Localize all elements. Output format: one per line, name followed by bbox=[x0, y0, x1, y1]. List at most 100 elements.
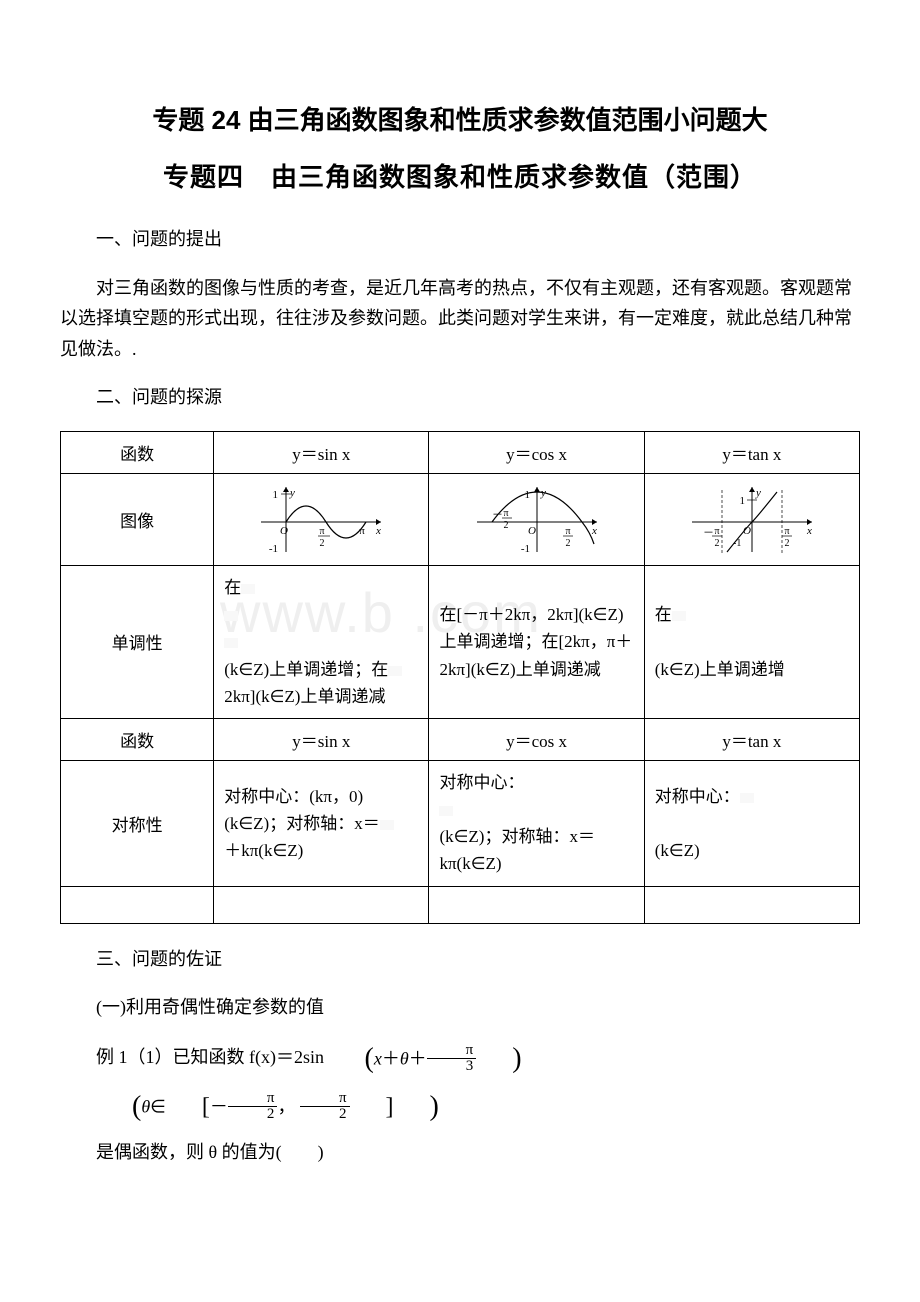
svg-text:-1: -1 bbox=[520, 543, 529, 555]
cell: y＝cos x bbox=[429, 718, 644, 760]
placeholder-icon bbox=[439, 806, 453, 816]
frac-pi-3: π3 bbox=[427, 1043, 477, 1074]
cell: 在[－π＋2kπ，2kπ](k∈Z)上单调递增；在[2kπ，π＋2kπ](k∈Z… bbox=[429, 565, 644, 718]
properties-table: 函数 y＝sin x y＝cos x y＝tan x 图像 1 bbox=[60, 431, 860, 924]
paren-open: ( bbox=[329, 1045, 374, 1073]
neg: － bbox=[210, 1097, 228, 1117]
svg-text:O: O bbox=[280, 525, 288, 537]
svg-text:2: 2 bbox=[565, 538, 570, 549]
cell: y＝tan x bbox=[644, 431, 859, 473]
cos-graph-cell: 1 -1 O y x － π 2 π 2 bbox=[429, 473, 644, 565]
text: ＋kπ(k∈Z) bbox=[224, 841, 303, 860]
main-title: 专题 24 由三角函数图象和性质求参数值范围小问题大 bbox=[60, 100, 860, 137]
placeholder-icon bbox=[224, 638, 238, 648]
table-row bbox=[61, 886, 860, 923]
placeholder-icon bbox=[388, 666, 402, 676]
cell: y＝cos x bbox=[429, 431, 644, 473]
cell: 对称中心：(kπ，0)(k∈Z)；对称轴：x＝ ＋kπ(k∈Z) bbox=[214, 760, 429, 886]
formula-x: x＋θ＋ bbox=[374, 1049, 427, 1069]
svg-text:y: y bbox=[755, 487, 761, 499]
comma: ， bbox=[277, 1097, 295, 1117]
svg-text:－: － bbox=[492, 509, 503, 521]
text: 对称中心： bbox=[655, 787, 740, 806]
placeholder-icon bbox=[380, 820, 394, 830]
text: 对称中心：(kπ，0)(k∈Z)；对称轴：x＝ bbox=[224, 787, 380, 833]
svg-text:2: 2 bbox=[784, 538, 789, 549]
theta: θ bbox=[141, 1097, 150, 1117]
svg-text:π: π bbox=[565, 526, 570, 537]
svg-text:1: 1 bbox=[524, 489, 530, 501]
placeholder-icon bbox=[224, 611, 238, 621]
section-1-heading: 一、问题的提出 bbox=[60, 224, 860, 255]
svg-text:x: x bbox=[591, 525, 597, 537]
text: 2kπ](k∈Z)上单调递减 bbox=[224, 687, 385, 706]
example-1-line1: 例 1（1）已知函数 f(x)＝2sin (x＋θ＋π3) bbox=[60, 1041, 860, 1075]
svg-text:1: 1 bbox=[739, 495, 745, 507]
bracket-close: ] bbox=[350, 1095, 394, 1119]
svg-text:2: 2 bbox=[503, 520, 508, 531]
svg-text:π: π bbox=[320, 526, 325, 537]
svg-text:π: π bbox=[360, 525, 366, 537]
cell-empty bbox=[429, 886, 644, 923]
text: (k∈Z) bbox=[655, 841, 700, 860]
frac-pi-2a: π2 bbox=[228, 1091, 278, 1122]
text: (k∈Z)上单调递增；在 bbox=[224, 660, 388, 679]
cell: y＝tan x bbox=[644, 718, 859, 760]
theta-range: (θ∈[－π2， π2]) bbox=[60, 1089, 860, 1123]
svg-text:O: O bbox=[528, 525, 536, 537]
example-1-line2: 是偶函数，则 θ 的值为( ) bbox=[60, 1137, 860, 1168]
svg-text:π: π bbox=[714, 526, 719, 537]
cell: y＝sin x bbox=[214, 718, 429, 760]
svg-text:-1: -1 bbox=[269, 543, 278, 555]
placeholder-icon bbox=[241, 584, 255, 594]
section-1-body: 对三角函数的图像与性质的考查，是近几年高考的热点，不仅有主观题，还有客观题。客观… bbox=[60, 273, 860, 365]
table-row: 单调性 在 (k∈Z)上单调递增；在 2kπ](k∈Z)上单调递减 在[－π＋2… bbox=[61, 565, 860, 718]
svg-text:1: 1 bbox=[273, 489, 279, 501]
cell: 对称中心： (k∈Z)；对称轴：x＝kπ(k∈Z) bbox=[429, 760, 644, 886]
cell: 在 (k∈Z)上单调递增；在 2kπ](k∈Z)上单调递减 bbox=[214, 565, 429, 718]
cell-label: 单调性 bbox=[61, 565, 214, 718]
text: 在 bbox=[655, 605, 672, 624]
cell-label: 图像 bbox=[61, 473, 214, 565]
text: 例 1（1）已知函数 f(x)＝2sin bbox=[96, 1047, 324, 1067]
sin-graph-cell: 1 -1 O y x π 2 π bbox=[214, 473, 429, 565]
cell-empty bbox=[644, 886, 859, 923]
cell: y＝sin x bbox=[214, 431, 429, 473]
svg-text:2: 2 bbox=[714, 538, 719, 549]
svg-text:－: － bbox=[703, 527, 714, 539]
frac-pi-2b: π2 bbox=[300, 1091, 350, 1122]
section-3a-heading: (一)利用奇偶性确定参数的值 bbox=[60, 992, 860, 1023]
text: (k∈Z)；对称轴：x＝kπ(k∈Z) bbox=[439, 827, 595, 873]
svg-text:2: 2 bbox=[320, 538, 325, 549]
svg-text:x: x bbox=[375, 525, 381, 537]
in-sym: ∈ bbox=[150, 1097, 166, 1117]
svg-text:O: O bbox=[743, 525, 751, 537]
cell: 对称中心： (k∈Z) bbox=[644, 760, 859, 886]
cell-empty bbox=[214, 886, 429, 923]
svg-text:π: π bbox=[784, 526, 789, 537]
tan-graph-cell: 1 O -1 y x － π 2 π 2 bbox=[644, 473, 859, 565]
paren-open: ( bbox=[96, 1093, 141, 1121]
cell-label: 函数 bbox=[61, 431, 214, 473]
cell-label: 函数 bbox=[61, 718, 214, 760]
cell-label: 对称性 bbox=[61, 760, 214, 886]
text: 对称中心： bbox=[439, 773, 524, 792]
sin-graph: 1 -1 O y x π 2 π bbox=[256, 482, 386, 557]
text: 在 bbox=[224, 578, 241, 597]
tan-graph: 1 O -1 y x － π 2 π 2 bbox=[687, 482, 817, 557]
svg-text:π: π bbox=[503, 508, 508, 519]
section-2-heading: 二、问题的探源 bbox=[60, 382, 860, 413]
table-row: 函数 y＝sin x y＝cos x y＝tan x bbox=[61, 431, 860, 473]
cell: 在 (k∈Z)上单调递增 bbox=[644, 565, 859, 718]
svg-text:x: x bbox=[806, 525, 812, 537]
svg-text:y: y bbox=[540, 487, 546, 499]
table-row: 图像 1 -1 O y x π bbox=[61, 473, 860, 565]
table-row: 对称性 对称中心：(kπ，0)(k∈Z)；对称轴：x＝ ＋kπ(k∈Z) 对称中… bbox=[61, 760, 860, 886]
cos-graph: 1 -1 O y x － π 2 π 2 bbox=[472, 482, 602, 557]
paren-close: ) bbox=[394, 1093, 439, 1121]
cell-empty bbox=[61, 886, 214, 923]
text: (k∈Z)上单调递增 bbox=[655, 660, 785, 679]
svg-text:-1: -1 bbox=[733, 538, 741, 549]
paren-close: ) bbox=[476, 1045, 521, 1073]
bracket-open: [ bbox=[166, 1095, 210, 1119]
